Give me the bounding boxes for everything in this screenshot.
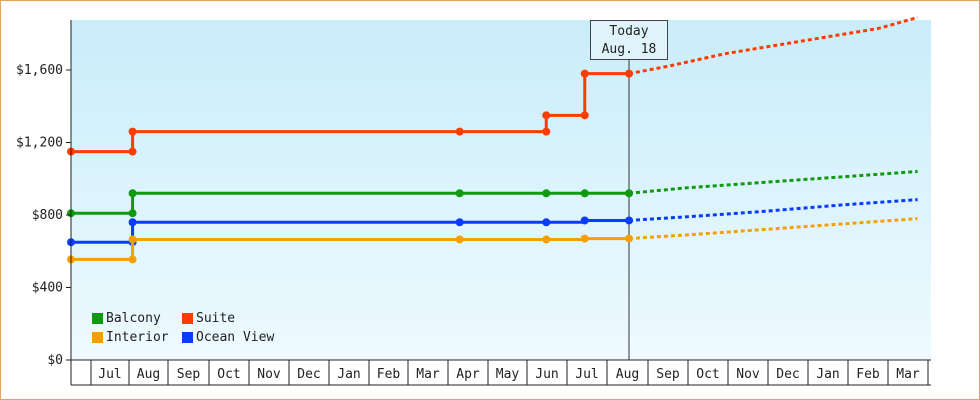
y-tick-label-1: $400	[32, 281, 63, 296]
x-tick-label-6: Jan	[337, 367, 360, 382]
point-balcony-4[interactable]	[542, 189, 551, 198]
legend-item-interior[interactable]: Interior	[92, 330, 182, 345]
x-tick-label-20: Mar	[896, 367, 920, 382]
x-tick-label-3: Oct	[217, 367, 240, 382]
legend-item-ocean-view[interactable]: Ocean View	[182, 330, 292, 345]
point-interior-1[interactable]	[128, 255, 137, 264]
x-tick-label-2: Sep	[177, 367, 201, 382]
x-tick-label-14: Sep	[656, 367, 680, 382]
x-tick-label-16: Nov	[736, 367, 760, 382]
x-tick-label-12: Jul	[575, 367, 598, 382]
point-suite-3[interactable]	[455, 127, 464, 136]
point-suite-6[interactable]	[580, 111, 589, 120]
legend-label-balcony: Balcony	[106, 311, 161, 326]
point-interior-4[interactable]	[542, 235, 551, 244]
x-tick-label-13: Aug	[616, 367, 639, 382]
axis-layer: $0 $400 $800 $1,200 $1,600 Jul Aug Sep Oct Nov Dec…	[16, 20, 931, 386]
x-tick-label-17: Dec	[776, 367, 799, 382]
legend-swatch-suite	[182, 313, 193, 324]
x-tick-label-4: Nov	[257, 367, 281, 382]
forecast-line-suite	[628, 15, 919, 76]
x-tick-label-0: Jul	[98, 367, 121, 382]
point-ocean-view-4[interactable]	[542, 218, 551, 227]
point-balcony-2[interactable]	[128, 189, 137, 198]
point-suite-8[interactable]	[625, 69, 633, 78]
legend-item-suite[interactable]: Suite	[182, 311, 292, 326]
y-tick-label-4: $1,600	[16, 63, 63, 78]
y-tick-label-0: $0	[47, 353, 63, 368]
series-layer	[67, 15, 919, 360]
legend-swatch-ocean-view	[182, 332, 193, 343]
y-tick-label-3: $1,200	[16, 136, 63, 151]
point-ocean-view-2[interactable]	[128, 218, 137, 227]
legend-swatch-interior	[92, 332, 103, 343]
x-tick-label-9: Apr	[456, 367, 480, 382]
point-suite-2[interactable]	[128, 127, 137, 136]
point-interior-6[interactable]	[625, 234, 633, 243]
legend: Balcony Suite Interior Ocean View	[92, 311, 292, 345]
point-suite-4[interactable]	[542, 127, 551, 136]
point-balcony-5[interactable]	[580, 189, 589, 198]
point-ocean-view-5[interactable]	[580, 216, 589, 225]
today-label: Today	[609, 24, 649, 39]
today-marker-box: Today Aug. 18	[590, 20, 668, 60]
forecast-line-ocean-view	[628, 198, 918, 222]
forecast-line-interior	[628, 217, 918, 241]
x-tick-label-8: Mar	[416, 367, 440, 382]
point-balcony-3[interactable]	[455, 189, 464, 198]
x-tick-label-19: Feb	[856, 367, 880, 382]
point-balcony-6[interactable]	[625, 189, 633, 198]
forecast-line-balcony	[628, 170, 918, 195]
x-tick-label-1: Aug	[137, 367, 160, 382]
x-tick-label-11: Jun	[535, 367, 558, 382]
legend-label-ocean-view: Ocean View	[196, 330, 275, 345]
x-tick-label-7: Feb	[377, 367, 401, 382]
y-tick-label-2: $800	[32, 208, 63, 223]
today-date: Aug. 18	[601, 42, 657, 57]
x-tick-label-10: May	[496, 367, 520, 382]
legend-swatch-balcony	[92, 313, 103, 324]
x-tick-label-18: Jan	[816, 367, 839, 382]
point-suite-1[interactable]	[128, 147, 137, 156]
point-interior-3[interactable]	[455, 235, 464, 244]
x-tick-label-15: Oct	[696, 367, 719, 382]
point-suite-7[interactable]	[580, 69, 589, 78]
point-ocean-view-3[interactable]	[455, 218, 464, 227]
point-balcony-1[interactable]	[128, 209, 137, 218]
legend-label-suite: Suite	[196, 311, 236, 326]
legend-label-interior: Interior	[106, 330, 169, 345]
point-interior-5[interactable]	[580, 234, 589, 243]
point-suite-5[interactable]	[542, 111, 551, 120]
point-ocean-view-6[interactable]	[625, 216, 633, 225]
point-interior-2[interactable]	[128, 235, 137, 244]
plot-background	[71, 20, 931, 360]
x-tick-label-5: Dec	[297, 367, 320, 382]
legend-item-balcony[interactable]: Balcony	[92, 311, 182, 326]
